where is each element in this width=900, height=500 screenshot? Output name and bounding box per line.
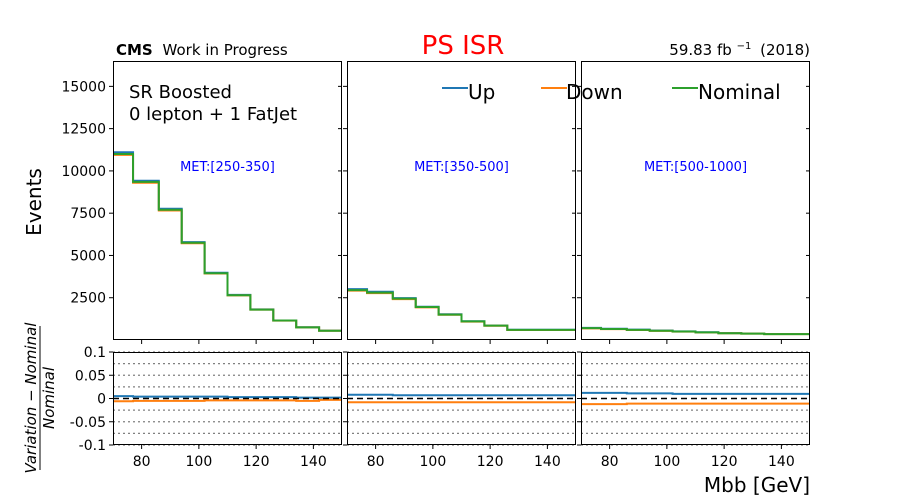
cms-label: CMS Work in Progress — [116, 41, 288, 59]
lumi-label: 59.83 fb −1 (2018) — [669, 35, 810, 59]
ratio-axes-frame — [113, 352, 342, 445]
y-axis-label: Events — [22, 168, 46, 236]
series-down-line — [347, 289, 576, 331]
panel-3: MET:[500-1000] 80 100 120 140 — [577, 61, 810, 470]
ratio-axes-frame — [347, 352, 576, 445]
series-up-line — [113, 151, 342, 332]
ratio-series — [581, 391, 810, 406]
main-series — [581, 326, 810, 336]
x-tick-label: 80 — [367, 454, 385, 470]
ratio-up-line — [113, 395, 342, 399]
x-axis-label: Mbb [GeV] — [704, 473, 810, 497]
ratio-down-line — [113, 398, 342, 403]
ratio-y-tick-label: 0.1 — [84, 345, 106, 361]
legend-label-down: Down — [566, 80, 623, 104]
y-tick-label: 15000 — [61, 79, 106, 95]
y-tick-label: 10000 — [61, 164, 106, 180]
met-bin-label: MET:[250-350] — [180, 160, 275, 175]
x-tick-label: 80 — [133, 454, 151, 470]
ratio-y-tick-label: 0.05 — [75, 368, 106, 384]
met-bin-label: MET:[500-1000] — [644, 160, 747, 175]
main-series — [113, 151, 342, 332]
x-tick-label: 140 — [534, 454, 561, 470]
x-tick-label: 100 — [654, 454, 681, 470]
panel-2: MET:[350-500] 80 100 120 140 — [343, 61, 576, 470]
x-tick-label: 100 — [186, 454, 213, 470]
x-tick-label: 120 — [243, 454, 270, 470]
series-nominal-line — [581, 327, 810, 336]
y-tick-label: 2500 — [70, 291, 106, 307]
ratio-axes-frame — [581, 352, 810, 445]
main-axes-frame — [113, 61, 342, 340]
series-nominal-line — [113, 153, 342, 332]
legend-label-up: Up — [468, 80, 495, 104]
ratio-numerator: Variation − Nominal — [22, 322, 40, 474]
region-annotation-line1: SR Boosted — [129, 82, 232, 103]
x-tick-label: 120 — [477, 454, 504, 470]
panels-group: 2500 5000 7500 10000 12500 15000 MET:[250-350]… — [61, 61, 810, 470]
y-tick-label: 12500 — [61, 122, 106, 138]
lumi-value: 59.83 fb — [669, 41, 732, 59]
main-axes-frame — [581, 61, 810, 340]
cms-experiment: CMS — [116, 41, 153, 59]
ratio-series — [347, 393, 576, 404]
x-tick-label: 140 — [300, 454, 327, 470]
ratio-denominator: Nominal — [40, 366, 58, 429]
legend: Up Down Nominal — [442, 80, 781, 104]
series-up-line — [347, 288, 576, 331]
lumi-exponent: −1 — [737, 41, 752, 52]
main-series — [347, 288, 576, 331]
panel-1: 2500 5000 7500 10000 12500 15000 MET:[250-350]… — [61, 61, 342, 470]
main-axes-frame — [347, 61, 576, 340]
ratio-up-line — [581, 391, 810, 395]
ratio-y-tick-label: -0.1 — [79, 438, 106, 454]
ratio-y-label: Variation − Nominal Nominal — [22, 322, 58, 474]
legend-label-nominal: Nominal — [698, 80, 781, 104]
series-nominal-line — [347, 289, 576, 331]
ratio-y-tick-label: -0.05 — [70, 415, 106, 431]
cms-status: Work in Progress — [163, 41, 288, 59]
met-bin-label: MET:[350-500] — [414, 160, 509, 175]
x-tick-label: 140 — [768, 454, 795, 470]
y-tick-label: 5000 — [70, 248, 106, 264]
y-tick-label: 7500 — [70, 206, 106, 222]
x-tick-label: 80 — [601, 454, 619, 470]
lumi-year: (2018) — [760, 41, 810, 59]
region-annotation-line2: 0 lepton + 1 FatJet — [129, 104, 297, 125]
x-tick-label: 100 — [420, 454, 447, 470]
plot-title: PS ISR — [422, 31, 505, 61]
ratio-y-tick-label: 0 — [97, 392, 106, 408]
x-tick-label: 120 — [711, 454, 738, 470]
ratio-series — [113, 395, 342, 403]
